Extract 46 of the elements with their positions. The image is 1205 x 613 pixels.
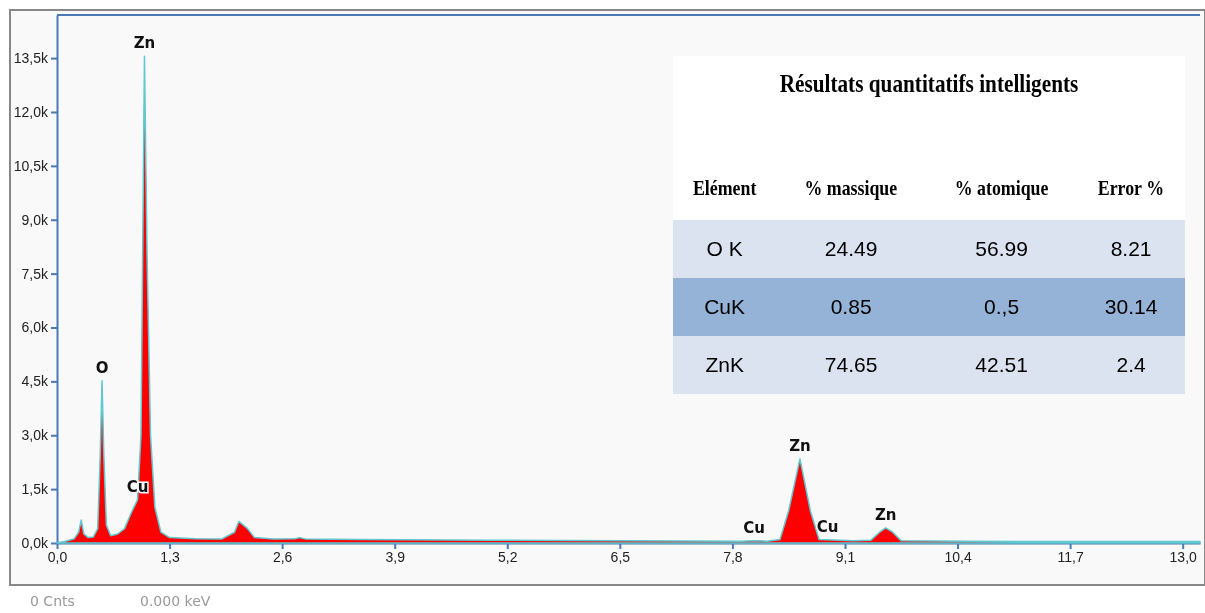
annotation: Résultats quantitatifs intelligents bbox=[778, 70, 1080, 98]
y-tick-label: 13,5k bbox=[13, 50, 49, 67]
annotation: Cu bbox=[743, 518, 765, 537]
y-tick-label: 1,5k bbox=[21, 481, 49, 498]
text: 0.000 keV bbox=[140, 593, 211, 609]
annotation: 56.99 bbox=[974, 236, 1029, 262]
annotation: Cu bbox=[816, 518, 839, 537]
y-tick-label: 6,0k bbox=[21, 319, 49, 336]
annotation: 8.21 bbox=[1109, 236, 1153, 262]
annotation: Elément bbox=[691, 174, 758, 202]
annotation: % massique bbox=[803, 174, 899, 202]
x-tick-label: 6,5 bbox=[610, 548, 631, 565]
x-tick-label: 10,4 bbox=[944, 548, 972, 565]
x-tick-label: 13,0 bbox=[1169, 548, 1198, 565]
x-tick-label: 11,7 bbox=[1057, 548, 1084, 565]
x-tick-label: 0,0 bbox=[47, 548, 68, 565]
annotation: 42.51 bbox=[974, 352, 1029, 378]
text: 0 Cnts bbox=[30, 593, 75, 609]
y-tick-label: 3,0k bbox=[21, 427, 49, 444]
annotation: 30.14 bbox=[1103, 294, 1159, 320]
y-tick-label: 9,0k bbox=[21, 211, 49, 228]
x-tick-label: 3,9 bbox=[385, 548, 406, 565]
annotation: O K bbox=[705, 236, 744, 262]
x-tick-label: 9,1 bbox=[835, 548, 856, 565]
annotation: % atomique bbox=[953, 174, 1050, 202]
annotation: 74.65 bbox=[823, 352, 879, 378]
x-tick-label: 2,6 bbox=[272, 548, 293, 565]
annotation: 0.85 bbox=[829, 294, 873, 320]
annotation: 2.4 bbox=[1115, 352, 1147, 378]
annotation: Zn bbox=[133, 34, 156, 53]
y-tick-label: 12,0k bbox=[13, 103, 49, 120]
x-tick-label: 7,8 bbox=[723, 548, 743, 565]
annotation: CuK bbox=[703, 294, 747, 320]
x-tick-label: 5,2 bbox=[498, 548, 518, 565]
y-tick-label: 4,5k bbox=[21, 373, 49, 390]
annotation: Zn bbox=[874, 505, 897, 524]
annotation: ZnK bbox=[704, 352, 745, 378]
x-tick-label: 1,3 bbox=[160, 548, 181, 565]
annotation: O bbox=[95, 358, 109, 377]
y-tick-label: 0,0k bbox=[21, 534, 49, 551]
annotation: Error % bbox=[1096, 174, 1166, 202]
y-tick-label: 7,5k bbox=[21, 265, 49, 282]
annotation: 24.49 bbox=[823, 236, 879, 262]
y-tick-label: 10,5k bbox=[13, 157, 49, 174]
annotation: 0.,5 bbox=[983, 294, 1021, 320]
annotation: Zn bbox=[789, 436, 811, 455]
